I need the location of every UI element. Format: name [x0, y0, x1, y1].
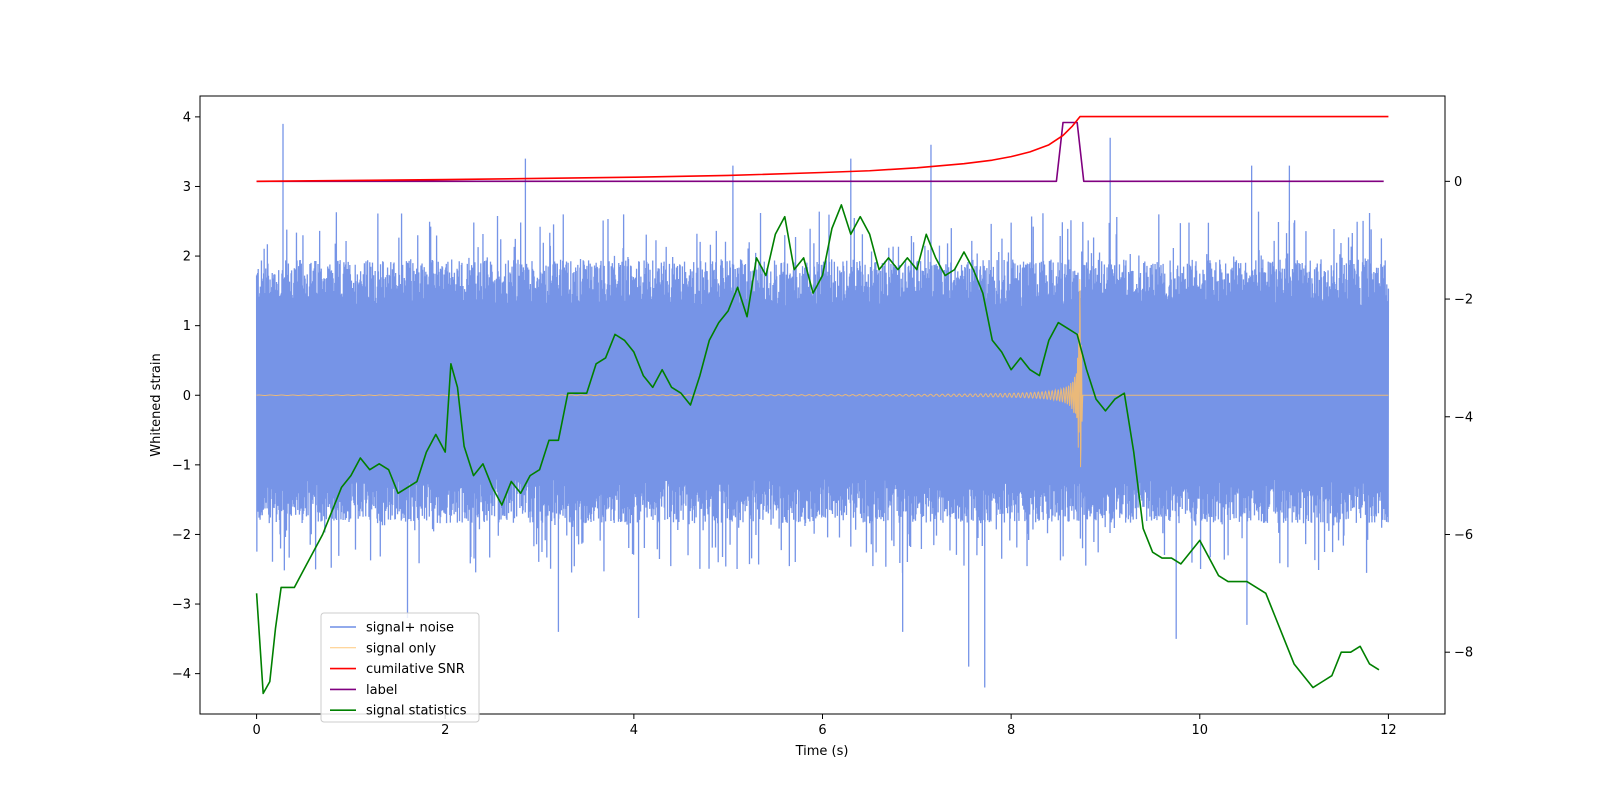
- y-tick-label: 2: [183, 250, 191, 265]
- y-right-tick-label: −6: [1454, 528, 1473, 543]
- series-line-signal-statistics: [255, 204, 1380, 695]
- series-line-label: [256, 121, 1384, 183]
- legend-label-signal-only: signal only: [366, 641, 436, 656]
- y-tick-label: 3: [183, 180, 191, 195]
- y-right-axis-ticks: 0 −2 −4 −6 −8: [1445, 175, 1473, 661]
- x-axis-label: Time (s): [795, 744, 849, 759]
- legend-box: [320, 612, 480, 723]
- x-tick-label: 10: [1191, 723, 1208, 738]
- y-right-tick-label: −4: [1454, 410, 1473, 425]
- y-tick-label: 4: [183, 110, 191, 125]
- y-tick-label: −2: [172, 528, 191, 543]
- legend-label-label: label: [366, 683, 397, 698]
- legend-label-cumilative-snr: cumilative SNR: [366, 662, 465, 677]
- series-layer: [255, 115, 1390, 695]
- x-tick-label: 4: [630, 723, 638, 738]
- y-tick-label: −1: [172, 458, 191, 473]
- y-axis-ticks: 4 3 2 1 0 −1 −2 −3 −4: [172, 110, 200, 682]
- y-tick-label: −4: [172, 667, 191, 682]
- series-line-signal-only: [256, 279, 1389, 468]
- y-axis-label: Whitened strain: [149, 353, 164, 456]
- y-right-tick-label: −8: [1454, 646, 1473, 661]
- x-tick-label: 0: [252, 723, 260, 738]
- legend-label-signal-statistics: signal statistics: [366, 704, 467, 719]
- series-line-signal-noise: [255, 123, 1390, 688]
- x-tick-label: 2: [441, 723, 449, 738]
- x-tick-label: 12: [1380, 723, 1397, 738]
- x-tick-label: 6: [818, 723, 826, 738]
- y-right-tick-label: −2: [1454, 293, 1473, 308]
- legend-label-signal-noise: signal+ noise: [366, 621, 454, 636]
- y-tick-label: 0: [183, 389, 191, 404]
- x-tick-label: 8: [1007, 723, 1015, 738]
- series-line-cumilative-snr: [256, 115, 1389, 183]
- y-tick-label: −3: [172, 598, 191, 613]
- y-right-tick-label: 0: [1454, 175, 1462, 190]
- y-tick-label: 1: [183, 319, 191, 334]
- legend: signal+ noise signal only cumilative SNR la…: [320, 612, 480, 723]
- x-axis-ticks: 0 2 4 6 8 10 12: [252, 714, 1397, 738]
